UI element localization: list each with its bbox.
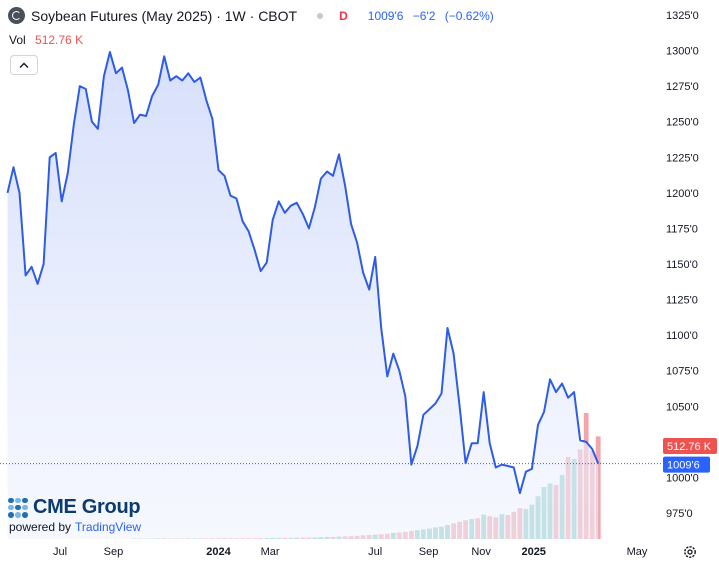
y-tick-label: 975'0	[666, 508, 693, 520]
x-tick-label: Mar	[261, 546, 280, 558]
price-badges: 512.76 K 1009'6	[663, 438, 717, 473]
y-tick-label: 1250'0	[666, 117, 699, 129]
y-tick-label: 1300'0	[666, 46, 699, 58]
tradingview-link[interactable]: TradingView	[75, 520, 142, 534]
x-tick-label: May	[627, 546, 648, 558]
volume-value: 512.76 K	[35, 33, 84, 47]
volume-label: Vol	[9, 33, 26, 47]
price-axis[interactable]: 975'01000'01025'01050'01075'01100'01125'…	[666, 10, 699, 520]
y-tick-label: 1200'0	[666, 188, 699, 200]
y-tick-label: 1275'0	[666, 81, 699, 93]
chevron-up-icon	[19, 62, 29, 68]
y-tick-label: 1000'0	[666, 472, 699, 484]
cme-logo-text: CME Group	[33, 496, 141, 518]
powered-by: powered by TradingView	[9, 520, 141, 534]
time-axis[interactable]: Jul Sep 2024 Mar Jul Sep Nov 2025 May	[53, 546, 648, 558]
x-tick-label: 2025	[521, 546, 545, 558]
symbol-title[interactable]: Soybean Futures (May 2025) · 1W · CBOT	[31, 7, 298, 24]
price-area-fill	[7, 52, 599, 539]
y-tick-label: 1100'0	[666, 330, 698, 342]
gear-icon[interactable]	[683, 545, 697, 559]
last-price-badge-bg	[663, 456, 710, 473]
price-line[interactable]	[6, 51, 600, 495]
quote-values: 1009'6 −6'2 (−0.62%)	[368, 9, 500, 23]
collapse-legend-button[interactable]	[10, 55, 38, 75]
y-tick-label: 1075'0	[666, 366, 699, 378]
last-price-badge: 1009'6	[667, 460, 700, 472]
price-change: −6'2	[412, 8, 436, 23]
symbol-logo-icon	[8, 7, 25, 24]
last-volume-badge: 512.76 K	[667, 441, 712, 453]
x-tick-label: Nov	[471, 546, 491, 558]
price-change-percent: (−0.62%)	[444, 8, 494, 23]
y-tick-label: 1175'0	[666, 223, 698, 235]
cme-mark-icon	[8, 497, 28, 518]
cme-group-logo: CME Group	[8, 496, 141, 519]
market-closed-dot-icon	[317, 12, 324, 19]
x-tick-label: Jul	[368, 546, 382, 558]
y-tick-label: 1150'0	[666, 259, 698, 271]
last-volume-badge-bg	[663, 438, 717, 454]
y-tick-label: 1225'0	[666, 152, 699, 164]
y-tick-label: 1050'0	[666, 401, 699, 413]
market-status-badge[interactable]: D	[339, 8, 348, 23]
chart-header: Soybean Futures (May 2025) · 1W · CBOT D…	[8, 7, 500, 24]
x-tick-label: Sep	[104, 546, 124, 558]
volume-legend: Vol 512.76 K	[9, 33, 83, 47]
x-tick-label: 2024	[206, 546, 231, 558]
y-tick-label: 1325'0	[666, 10, 699, 22]
last-price: 1009'6	[367, 8, 404, 23]
powered-by-text: powered by	[9, 520, 72, 534]
x-tick-label: Jul	[53, 546, 67, 558]
y-tick-label: 1125'0	[666, 295, 698, 307]
x-tick-label: Sep	[419, 546, 439, 558]
